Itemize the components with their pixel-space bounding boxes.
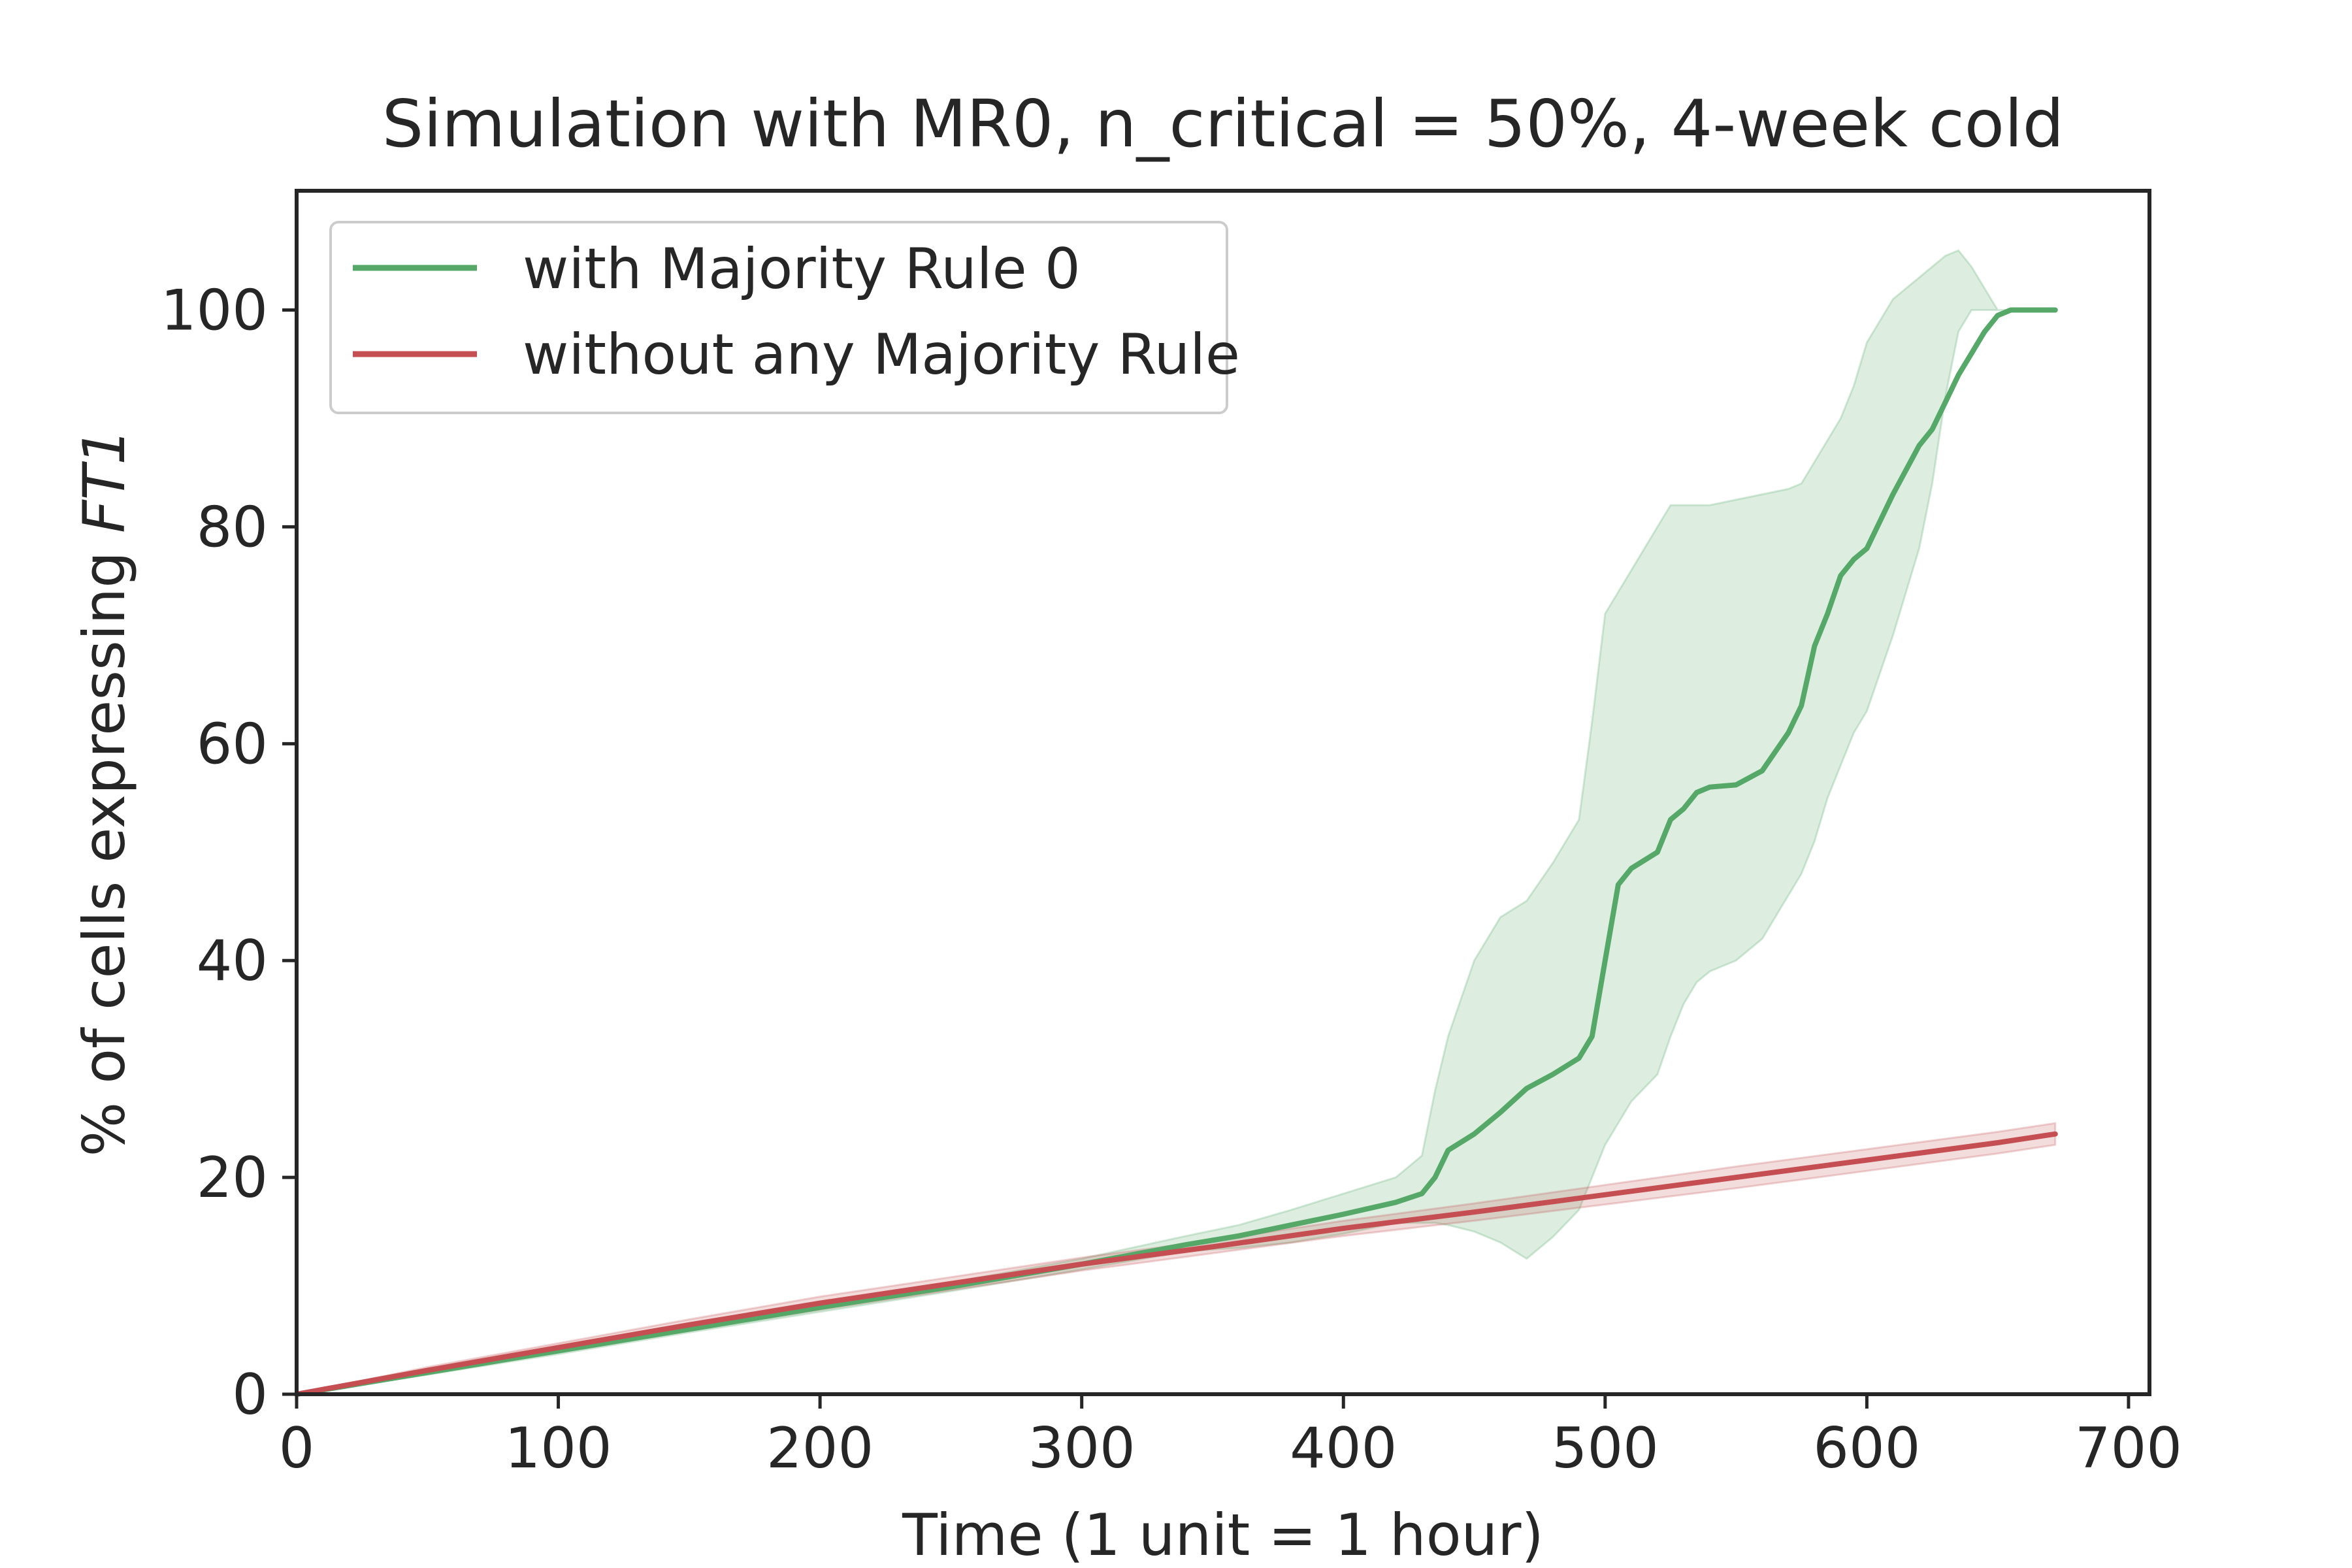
x-tick-label: 700 bbox=[2075, 1416, 2182, 1481]
legend-label-without-majority-rule: without any Majority Rule bbox=[523, 322, 1240, 387]
y-axis-ticks: 0 20 40 60 80 100 bbox=[161, 278, 297, 1428]
y-tick-label: 40 bbox=[197, 928, 268, 994]
legend-label-with-majority-rule: with Majority Rule 0 bbox=[523, 237, 1081, 302]
x-tick-label: 300 bbox=[1028, 1416, 1135, 1481]
x-tick-label: 200 bbox=[766, 1416, 874, 1481]
y-tick-label: 20 bbox=[197, 1145, 268, 1211]
legend-box bbox=[329, 221, 1228, 414]
series-line-with-majority-rule-0 bbox=[294, 307, 2058, 1397]
plot-frame bbox=[295, 189, 2151, 1396]
y-tick-label: 100 bbox=[161, 278, 268, 344]
y-axis-label: % of cells expressing FT1 bbox=[71, 429, 138, 1157]
x-tick-label: 500 bbox=[1552, 1416, 1659, 1481]
series-lines bbox=[294, 307, 2058, 1397]
y-tick-label: 80 bbox=[197, 495, 268, 560]
x-tick-label: 100 bbox=[504, 1416, 612, 1481]
x-tick-label: 400 bbox=[1290, 1416, 1397, 1481]
x-tick-label: 600 bbox=[1813, 1416, 1920, 1481]
y-tick-label: 0 bbox=[232, 1362, 268, 1428]
x-axis-label: Time (1 unit = 1 hour) bbox=[902, 1501, 1544, 1568]
chart-title: Simulation with MR0, n_critical = 50%, 4… bbox=[382, 86, 2065, 162]
y-axis-label-prefix: % of cells expressing bbox=[71, 533, 138, 1156]
band-with-majority-rule-0 bbox=[296, 249, 2055, 1396]
y-tick-label: 60 bbox=[197, 711, 268, 777]
x-axis-ticks: 0 100 200 300 400 500 600 700 bbox=[279, 1394, 2182, 1481]
x-tick-label: 0 bbox=[279, 1416, 315, 1481]
series-line-without-any-majority-rule bbox=[294, 1131, 2058, 1397]
legend: with Majority Rule 0 without any Majorit… bbox=[329, 221, 1240, 414]
y-axis-label-italic: FT1 bbox=[71, 429, 138, 533]
